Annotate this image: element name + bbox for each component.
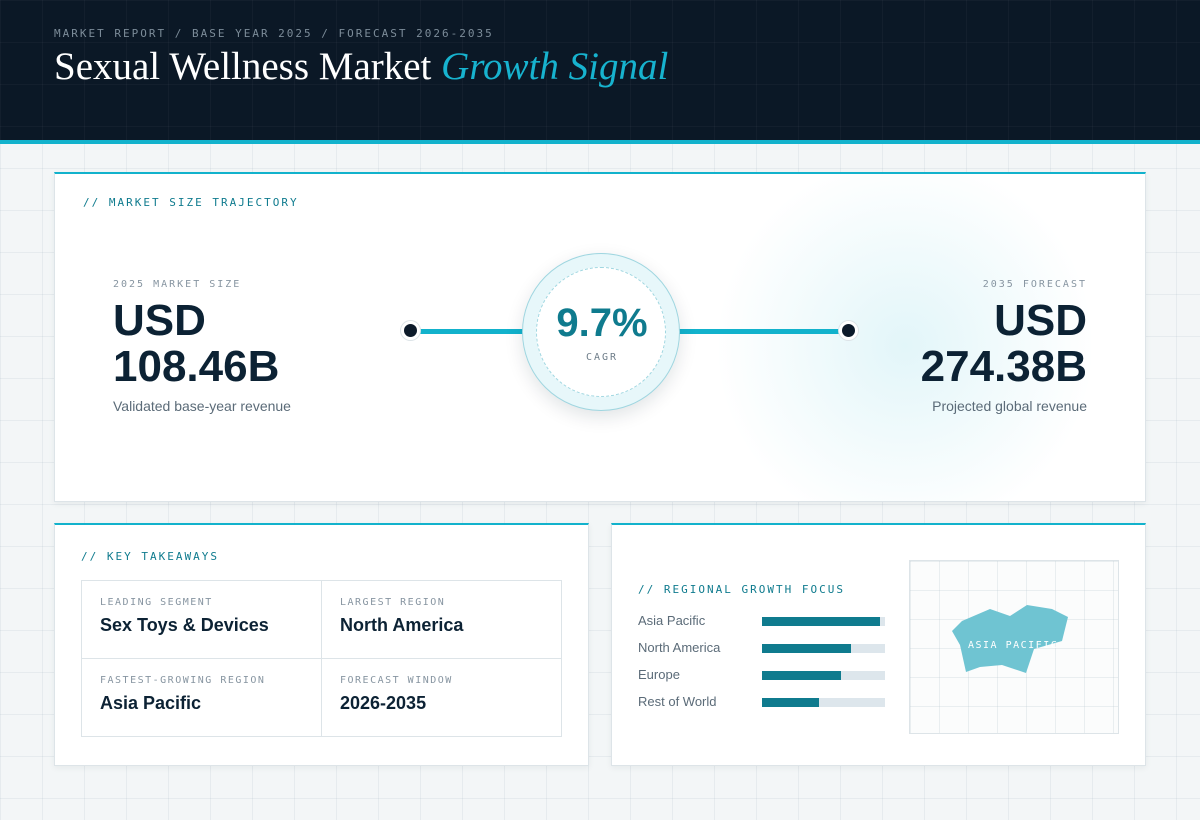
region-row: Rest of World — [638, 694, 888, 709]
page-title: Sexual Wellness Market Growth Signal — [54, 44, 668, 89]
base-year-description: Validated base-year revenue — [113, 398, 291, 414]
end-point-marker — [839, 321, 858, 340]
page-title-main: Sexual Wellness Market — [54, 45, 442, 88]
cagr-inner-ring: 9.7% CAGR — [536, 267, 666, 397]
takeaway-value: Asia Pacific — [100, 693, 202, 713]
forecast-description: Projected global revenue — [932, 398, 1087, 414]
cagr-value: 9.7% — [556, 301, 648, 345]
takeaway-label: LEADING SEGMENT — [100, 597, 213, 608]
forecast-value: 274.38B — [920, 342, 1087, 391]
market-size-trajectory-card: // MARKET SIZE TRAJECTORY 2025 MARKET SI… — [54, 172, 1146, 502]
region-bar-track — [762, 644, 885, 653]
region-bar-fill — [762, 617, 881, 626]
region-bar-track — [762, 698, 885, 707]
takeaway-value: North America — [340, 615, 464, 635]
base-year-currency: USD — [113, 296, 206, 345]
region-row: North America — [638, 640, 888, 655]
region-row: Europe — [638, 667, 888, 682]
takeaway-value: 2026-2035 — [340, 693, 427, 713]
region-row: Asia Pacific — [638, 613, 888, 628]
region-bar-track — [762, 671, 885, 680]
key-takeaways-card: // KEY TAKEAWAYS LEADING SEGMENT Sex Toy… — [54, 523, 589, 766]
region-name: North America — [638, 640, 721, 655]
forecast-label: 2035 FORECAST — [982, 279, 1087, 290]
regional-growth-card: // REGIONAL GROWTH FOCUS Asia Pacific No… — [611, 523, 1146, 766]
section-label-takeaways: // KEY TAKEAWAYS — [81, 550, 219, 563]
region-map: ASIA PACIFIC — [909, 560, 1119, 734]
section-label-regional: // REGIONAL GROWTH FOCUS — [638, 583, 845, 596]
takeaway-cell: LARGEST REGION North America — [322, 581, 562, 659]
cagr-label: CAGR — [585, 352, 619, 363]
map-region-label: ASIA PACIFIC — [968, 640, 1059, 651]
takeaway-cell: FASTEST-GROWING REGION Asia Pacific — [82, 659, 322, 737]
region-bar-track — [762, 617, 885, 626]
takeaway-label: FORECAST WINDOW — [340, 675, 453, 686]
start-point-marker — [401, 321, 420, 340]
region-name: Europe — [638, 667, 680, 682]
takeaway-cell: FORECAST WINDOW 2026-2035 — [322, 659, 562, 737]
region-name: Rest of World — [638, 694, 717, 709]
page-title-accent: Growth Signal — [441, 45, 669, 88]
takeaway-label: LARGEST REGION — [340, 597, 446, 608]
base-year-value: 108.46B — [113, 342, 280, 391]
page-header: MARKET REPORT / BASE YEAR 2025 / FORECAS… — [0, 0, 1200, 140]
takeaway-value: Sex Toys & Devices — [100, 615, 269, 635]
section-label-trajectory: // MARKET SIZE TRAJECTORY — [83, 196, 299, 209]
forecast-currency: USD — [994, 296, 1087, 345]
region-bar-fill — [762, 671, 841, 680]
breadcrumb: MARKET REPORT / BASE YEAR 2025 / FORECAS… — [54, 27, 494, 40]
header-accent-bar — [0, 140, 1200, 144]
takeaway-label: FASTEST-GROWING REGION — [100, 675, 266, 686]
asia-pacific-map-shape — [952, 605, 1068, 673]
forecast-glow — [695, 174, 1115, 501]
region-bar-fill — [762, 698, 819, 707]
takeaways-grid: LEADING SEGMENT Sex Toys & Devices LARGE… — [81, 580, 562, 737]
cagr-badge: 9.7% CAGR — [522, 253, 680, 411]
region-bar-fill — [762, 644, 851, 653]
base-year-label: 2025 MARKET SIZE — [113, 279, 242, 290]
region-name: Asia Pacific — [638, 613, 706, 628]
takeaway-cell: LEADING SEGMENT Sex Toys & Devices — [82, 581, 322, 659]
